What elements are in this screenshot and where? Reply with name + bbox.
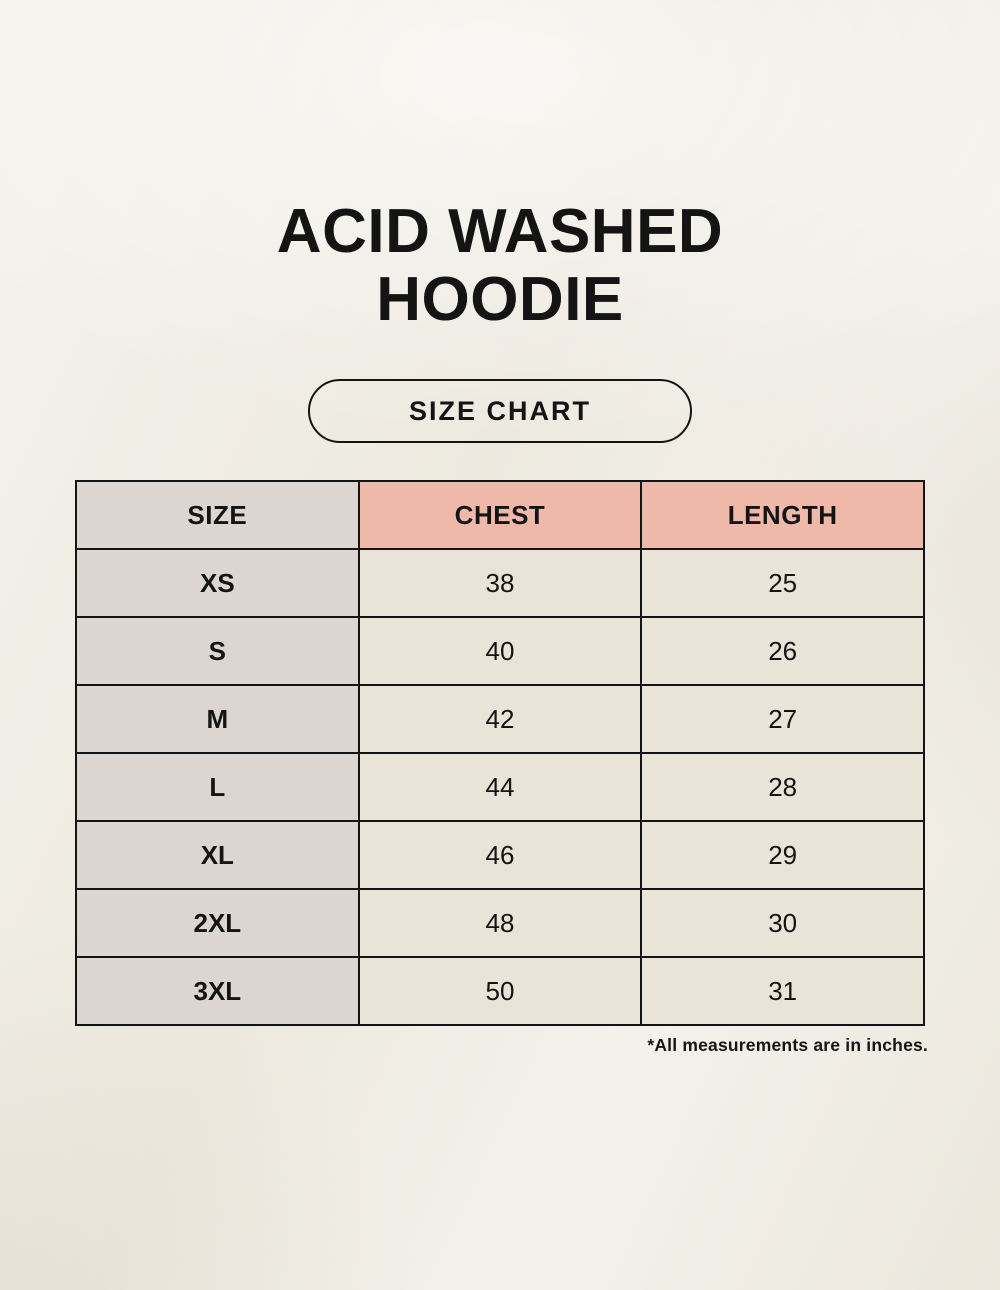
- table-header-row: SIZE CHEST LENGTH: [75, 480, 925, 551]
- header-cell-chest: CHEST: [357, 480, 643, 551]
- size-cell: XL: [75, 820, 360, 891]
- measurements-note: *All measurements are in inches.: [647, 1035, 928, 1056]
- table-row-xl: XL 46 29: [75, 820, 925, 891]
- length-cell: 27: [640, 684, 925, 755]
- table-row-m: M 42 27: [75, 684, 925, 755]
- length-cell: 26: [640, 616, 925, 687]
- product-title: ACID WASHED HOODIE: [0, 0, 1000, 334]
- length-cell: 29: [640, 820, 925, 891]
- chest-cell: 46: [357, 820, 643, 891]
- chest-cell: 42: [357, 684, 643, 755]
- size-cell: 3XL: [75, 956, 360, 1027]
- size-chart-badge: SIZE CHART: [308, 379, 692, 444]
- size-cell: 2XL: [75, 888, 360, 959]
- header-cell-length: LENGTH: [640, 480, 925, 551]
- length-cell: 25: [640, 548, 925, 619]
- length-cell: 28: [640, 752, 925, 823]
- product-title-line-2: HOODIE: [376, 265, 624, 335]
- size-chart-table: SIZE CHEST LENGTH XS 38 25 S 40 26 M: [75, 480, 925, 1027]
- size-cell: XS: [75, 548, 360, 619]
- size-chart-badge-label: SIZE CHART: [409, 395, 591, 426]
- table-row-xs: XS 38 25: [75, 548, 925, 619]
- table-row-3xl: 3XL 50 31: [75, 956, 925, 1027]
- chest-cell: 50: [357, 956, 643, 1027]
- chest-cell: 44: [357, 752, 643, 823]
- size-cell: M: [75, 684, 360, 755]
- chest-cell: 40: [357, 616, 643, 687]
- size-cell: L: [75, 752, 360, 823]
- size-chart-table-wrap: SIZE CHEST LENGTH XS 38 25 S 40 26 M: [75, 480, 925, 1027]
- header-cell-size: SIZE: [75, 480, 360, 551]
- chest-cell: 38: [357, 548, 643, 619]
- length-cell: 30: [640, 888, 925, 959]
- table-row-s: S 40 26: [75, 616, 925, 687]
- size-cell: S: [75, 616, 360, 687]
- table-row-l: L 44 28: [75, 752, 925, 823]
- length-cell: 31: [640, 956, 925, 1027]
- product-title-line-1: ACID WASHED: [276, 197, 724, 266]
- table-row-2xl: 2XL 48 30: [75, 888, 925, 959]
- chest-cell: 48: [357, 888, 643, 959]
